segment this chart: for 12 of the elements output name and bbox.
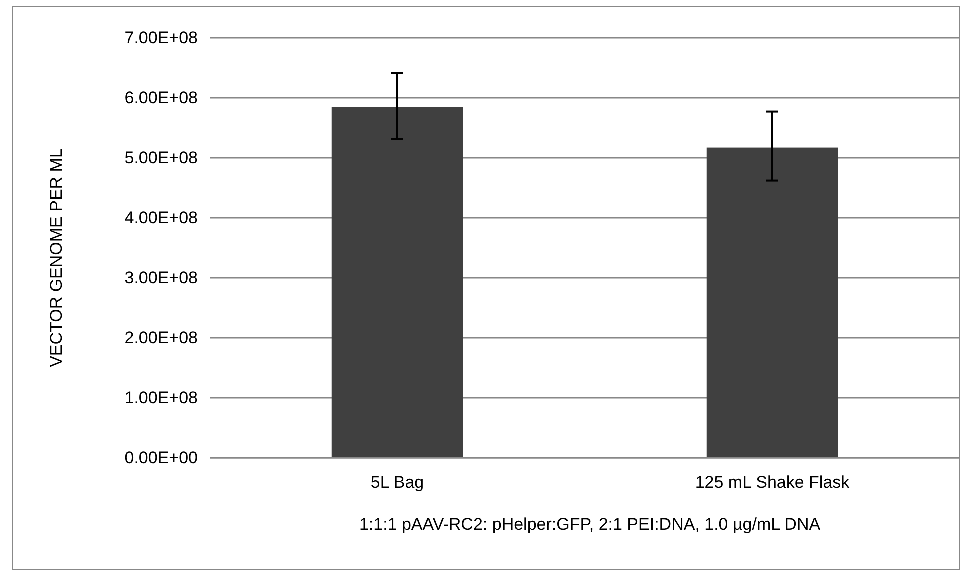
y-tick-label: 5.00E+08	[124, 148, 198, 168]
x-tick-label: 125 mL Shake Flask	[695, 473, 850, 492]
x-tick-label: 5L Bag	[370, 473, 424, 492]
y-tick-label: 7.00E+08	[124, 28, 198, 48]
y-axis-title: VECTOR GENOME PER ML	[47, 148, 66, 368]
y-tick-label: 2.00E+08	[124, 328, 198, 348]
y-tick-label: 3.00E+08	[124, 268, 198, 288]
y-tick-label: 0.00E+00	[124, 448, 198, 468]
x-axis-title: 1:1:1 pAAV-RC2: pHelper:GFP, 2:1 PEI:DNA, 1.0 µg/mL DNA	[359, 515, 822, 534]
y-tick-label: 1.00E+08	[124, 388, 198, 408]
y-tick-label: 6.00E+08	[124, 88, 198, 108]
y-tick-label: 4.00E+08	[124, 208, 198, 228]
